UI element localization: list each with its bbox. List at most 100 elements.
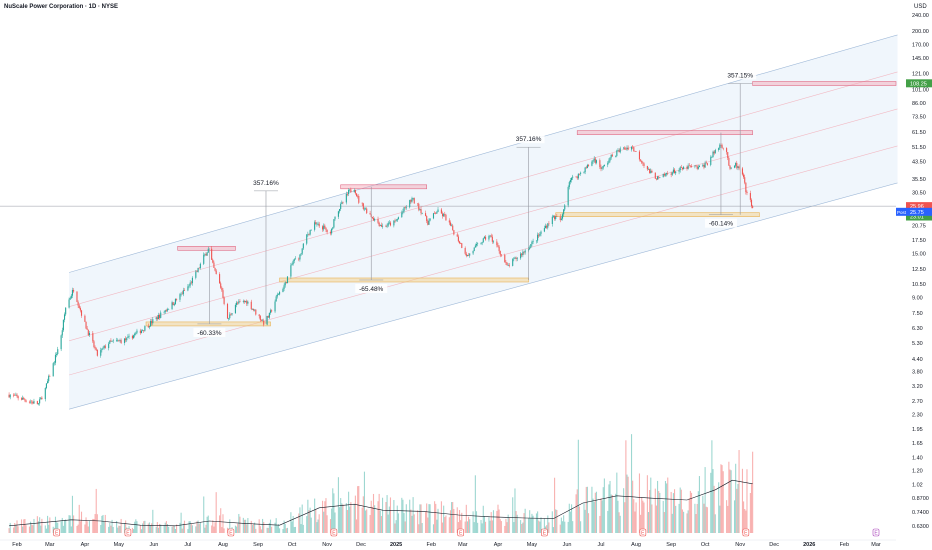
- volume-moving-average: [9, 479, 753, 527]
- candle-body: [555, 216, 557, 219]
- candle-body: [706, 163, 708, 165]
- candle-body: [229, 314, 231, 319]
- volume-bar: [266, 527, 268, 533]
- candle-body: [722, 147, 724, 149]
- candle-body: [453, 230, 455, 235]
- measure-label: -60.33%: [197, 330, 221, 337]
- candle-body: [100, 350, 102, 356]
- candle-body: [710, 157, 712, 165]
- candle-body: [434, 213, 436, 214]
- candle-body: [181, 293, 183, 295]
- volume-bar: [156, 522, 158, 533]
- candle-body: [155, 317, 157, 320]
- candle-body: [345, 193, 347, 203]
- volume-bar: [641, 497, 643, 533]
- volume-bar: [395, 520, 397, 533]
- candle-body: [561, 214, 564, 219]
- candle-body: [333, 219, 335, 228]
- volume-bar: [585, 486, 587, 533]
- candle-body: [437, 209, 439, 212]
- volume-bar: [250, 520, 252, 533]
- time-axis[interactable]: Feb Mar Apr May Jun Jul Aug Sep Oct Nov Dec 2025 Feb…: [12, 542, 881, 548]
- candle-body: [294, 258, 296, 260]
- volume-bar: [576, 489, 578, 533]
- volume-bar: [92, 518, 94, 533]
- candle-body: [498, 246, 500, 252]
- volume-bar: [76, 525, 78, 533]
- volume-bar: [260, 529, 263, 533]
- y-tick-label: 101.00: [912, 87, 929, 93]
- volume-bar: [703, 503, 705, 533]
- candle-body: [567, 187, 569, 206]
- candle-body: [310, 229, 312, 231]
- volume-bar: [70, 526, 72, 533]
- volume-bar: [554, 477, 556, 533]
- candle-body: [521, 253, 523, 256]
- candle-body: [531, 241, 533, 245]
- candle-body: [293, 259, 295, 261]
- candle-body: [543, 228, 545, 232]
- candle-body: [657, 176, 659, 180]
- y-tick-label: 12.50: [912, 267, 926, 273]
- volume-bar: [117, 527, 119, 533]
- price-axis[interactable]: 240.00 200.00 170.00 145.00 121.00 101.00 86.0…: [912, 13, 929, 530]
- volume-bar: [473, 522, 475, 533]
- candle-body: [675, 171, 677, 174]
- candle-body: [654, 172, 656, 179]
- volume-bar: [704, 467, 706, 533]
- candle-body: [689, 165, 691, 167]
- candle-body: [658, 176, 660, 178]
- earnings-marker-label: E: [126, 531, 130, 537]
- volume-bar: [523, 513, 525, 533]
- candle-body: [593, 158, 595, 161]
- volume-bar: [626, 474, 628, 533]
- volume-bar: [705, 506, 707, 533]
- candle-body: [578, 173, 581, 175]
- candle-body: [14, 395, 16, 396]
- candle-body: [77, 301, 79, 306]
- candle-body: [647, 168, 650, 170]
- candle-body: [420, 209, 422, 214]
- channel-line: [68, 34, 898, 273]
- candle-body: [626, 147, 628, 150]
- volume-bar: [616, 472, 618, 533]
- candle-body: [260, 320, 263, 321]
- volume-bar: [252, 524, 255, 533]
- candle-body: [85, 321, 87, 329]
- volume-bar: [594, 492, 596, 533]
- earnings-marker-label: E: [332, 531, 336, 537]
- candle-body: [583, 172, 585, 173]
- volume-bar: [318, 514, 320, 533]
- volume-bar: [101, 515, 103, 533]
- volume-bar: [580, 521, 582, 533]
- volume-bar: [663, 512, 665, 533]
- x-tick-label: Aug: [218, 542, 228, 548]
- candle-body: [199, 263, 201, 269]
- volume-bar: [555, 509, 557, 533]
- candle-body: [236, 302, 238, 305]
- candle-body: [104, 345, 106, 349]
- candle-body: [530, 244, 532, 248]
- candle-body: [148, 326, 150, 328]
- candle-body: [325, 227, 327, 230]
- volume-bar: [131, 527, 133, 533]
- candle-body: [577, 173, 579, 179]
- candle-body: [413, 198, 415, 204]
- volume-bar: [529, 510, 531, 533]
- volume-bar: [49, 517, 51, 533]
- candle-body: [428, 220, 430, 225]
- volume-bar: [207, 515, 209, 533]
- candle-body: [417, 203, 419, 205]
- volume-bar: [110, 525, 112, 533]
- volume-bar: [713, 485, 715, 533]
- volume-bar: [638, 473, 641, 533]
- candle-body: [458, 241, 461, 244]
- candle-body: [101, 348, 103, 351]
- volume-bar: [80, 511, 83, 533]
- volume-bar: [671, 513, 673, 533]
- volume-bar: [675, 505, 677, 533]
- volume-bar: [411, 515, 413, 533]
- volume-bar: [592, 498, 594, 533]
- y-tick-label: 73.50: [912, 115, 926, 121]
